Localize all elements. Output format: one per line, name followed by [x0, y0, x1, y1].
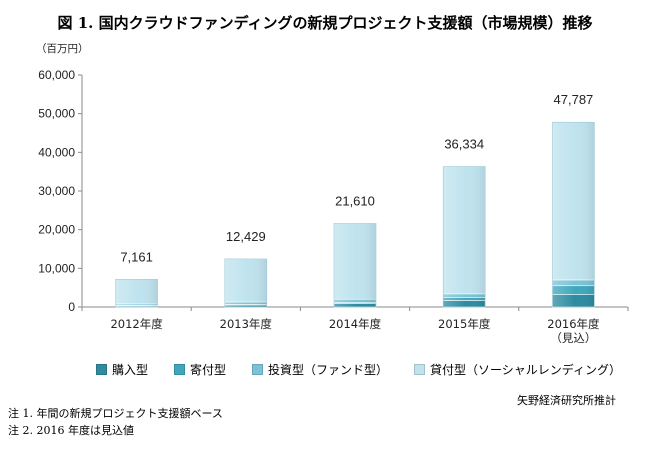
legend-swatch: [414, 364, 426, 375]
legend-label: 貸付型（ソーシャルレンディング）: [430, 363, 621, 377]
y-tick-label: 0: [68, 300, 75, 314]
x-category-label: （見込）: [550, 331, 596, 345]
x-category-label: 2014年度: [329, 317, 382, 331]
source-note: 矢野経済研究所推計: [517, 394, 616, 407]
y-tick-label: 30,000: [38, 184, 75, 198]
total-data-label: 47,787: [554, 92, 594, 107]
x-category-label: 2015年度: [438, 317, 491, 331]
bar-outline: [224, 258, 268, 308]
legend-item: 貸付型（ソーシャルレンディング）: [414, 361, 621, 378]
bar-outline: [333, 223, 377, 308]
y-tick-label: 20,000: [38, 223, 75, 237]
footnotes: 注 1. 年間の新規プロジェクト支援額ベース 注 2. 2016 年度は見込値: [8, 405, 223, 439]
y-axis-unit: （百万円）: [36, 43, 89, 55]
legend-swatch: [96, 364, 107, 375]
footnote: 注 1. 年間の新規プロジェクト支援額ベース: [8, 407, 223, 420]
y-tick-label: 40,000: [38, 145, 75, 159]
chart-title: 図 1. 国内クラウドファンディングの新規プロジェクト支援額（市場規模）推移: [57, 14, 593, 32]
legend-item: 投資型（ファンド型）: [252, 361, 388, 378]
plot-area: 0 10,000 20,000 30,000 40,000 50,000 60,000 7,1…: [38, 68, 629, 345]
total-data-label: 12,429: [226, 229, 266, 244]
x-category-label: 2012年度: [110, 317, 163, 331]
bar-outline: [115, 279, 158, 308]
bar-outline: [442, 166, 486, 308]
legend-label: 購入型: [112, 363, 149, 377]
legend-swatch: [252, 364, 264, 375]
x-category-label: 2013年度: [220, 317, 273, 331]
total-data-label: 7,161: [120, 249, 153, 264]
y-tick-label: 50,000: [38, 107, 75, 121]
legend-label: 投資型（ファンド型）: [268, 363, 389, 377]
total-data-label: 21,610: [335, 193, 375, 208]
bar-outline: [552, 121, 595, 308]
total-data-label: 36,334: [444, 137, 484, 152]
legend-label: 寄付型: [190, 363, 227, 377]
legend-item: 寄付型: [174, 361, 226, 378]
legend-item: 購入型: [96, 361, 148, 378]
legend: 購入型 寄付型 投資型（ファンド型） 貸付型（ソーシャルレンディング）: [96, 361, 621, 378]
x-category-label: 2016年度: [547, 317, 600, 331]
footnote: 注 2. 2016 年度は見込値: [8, 424, 134, 437]
y-tick-label: 10,000: [38, 261, 75, 275]
y-tick-label: 60,000: [38, 68, 75, 82]
legend-swatch: [174, 364, 186, 375]
stacked-bar-chart: （百万円） 0 10,000 20,000 30,000 40,000 50,000 60,…: [36, 43, 629, 345]
